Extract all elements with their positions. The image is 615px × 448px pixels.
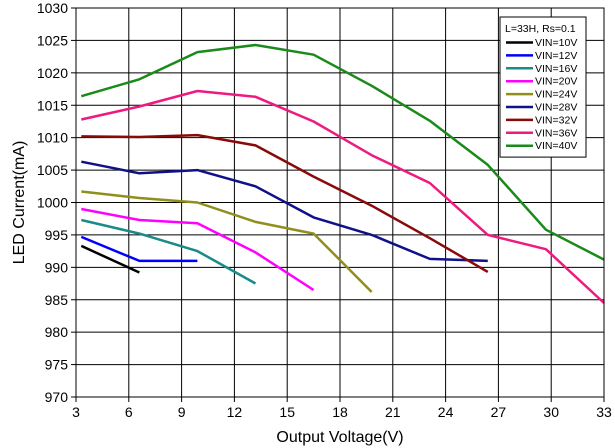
y-tick-label: 1000 bbox=[37, 195, 68, 211]
y-axis-title: LED Current(mA) bbox=[11, 141, 28, 265]
y-tick-label: 1020 bbox=[37, 65, 68, 81]
x-tick-label: 24 bbox=[438, 404, 454, 420]
series-line-vin-12v bbox=[80, 235, 198, 263]
y-tick-label: 1005 bbox=[37, 162, 68, 178]
series-line-vin-10v bbox=[80, 244, 140, 274]
y-tick-label: 985 bbox=[45, 292, 69, 308]
legend-label: VIN=40V bbox=[535, 140, 577, 152]
x-tick-label: 6 bbox=[125, 404, 133, 420]
x-tick-label: 33 bbox=[596, 404, 612, 420]
y-tick-label: 1015 bbox=[37, 97, 68, 113]
series-line-vin-20v bbox=[81, 207, 315, 292]
legend-label: VIN=36V bbox=[535, 127, 577, 139]
x-tick-label: 9 bbox=[178, 404, 186, 420]
series-line-vin-24v bbox=[81, 190, 373, 293]
y-tick-label: 1010 bbox=[37, 130, 68, 146]
legend-label: VIN=28V bbox=[535, 102, 577, 114]
x-tick-label: 12 bbox=[227, 404, 243, 420]
legend-label: VIN=16V bbox=[535, 63, 577, 75]
legend-title: L=33H, Rs=0.1 bbox=[505, 23, 576, 35]
x-tick-label: 30 bbox=[543, 404, 559, 420]
y-tick-label: 1025 bbox=[37, 32, 68, 48]
legend-label: VIN=12V bbox=[535, 50, 577, 62]
legend-label: VIN=32V bbox=[535, 114, 577, 126]
ticks: 3 6 9 12 15 18 21 24 27 30 33 970 975 980 985 990 995 100… bbox=[37, 0, 612, 420]
y-tick-label: 990 bbox=[45, 259, 69, 275]
x-tick-label: 21 bbox=[385, 404, 401, 420]
legend-label: VIN=10V bbox=[535, 37, 577, 49]
series-line-vin-40v bbox=[80, 43, 605, 261]
series-line-vin-32v bbox=[81, 133, 489, 273]
x-tick-label: 27 bbox=[491, 404, 507, 420]
legend-label: VIN=20V bbox=[535, 76, 577, 88]
x-tick-label: 18 bbox=[332, 404, 348, 420]
x-tick-label: 3 bbox=[72, 404, 80, 420]
y-tick-label: 970 bbox=[45, 389, 69, 405]
x-tick-label: 15 bbox=[279, 404, 295, 420]
series-line-vin-28v bbox=[81, 160, 488, 263]
series-layer bbox=[80, 43, 605, 304]
y-tick-label: 995 bbox=[45, 227, 69, 243]
legend: L=33H, Rs=0.1 VIN=10VVIN=12VVIN=16VVIN=2… bbox=[499, 16, 587, 158]
y-tick-label: 1030 bbox=[37, 0, 68, 16]
x-axis-title: Output Voltage(V) bbox=[276, 429, 403, 446]
legend-label: VIN=24V bbox=[535, 89, 577, 101]
series-line-vin-36v bbox=[81, 89, 605, 304]
series-line-vin-16v bbox=[81, 218, 257, 285]
y-tick-label: 980 bbox=[45, 324, 69, 340]
y-tick-label: 975 bbox=[45, 357, 69, 373]
